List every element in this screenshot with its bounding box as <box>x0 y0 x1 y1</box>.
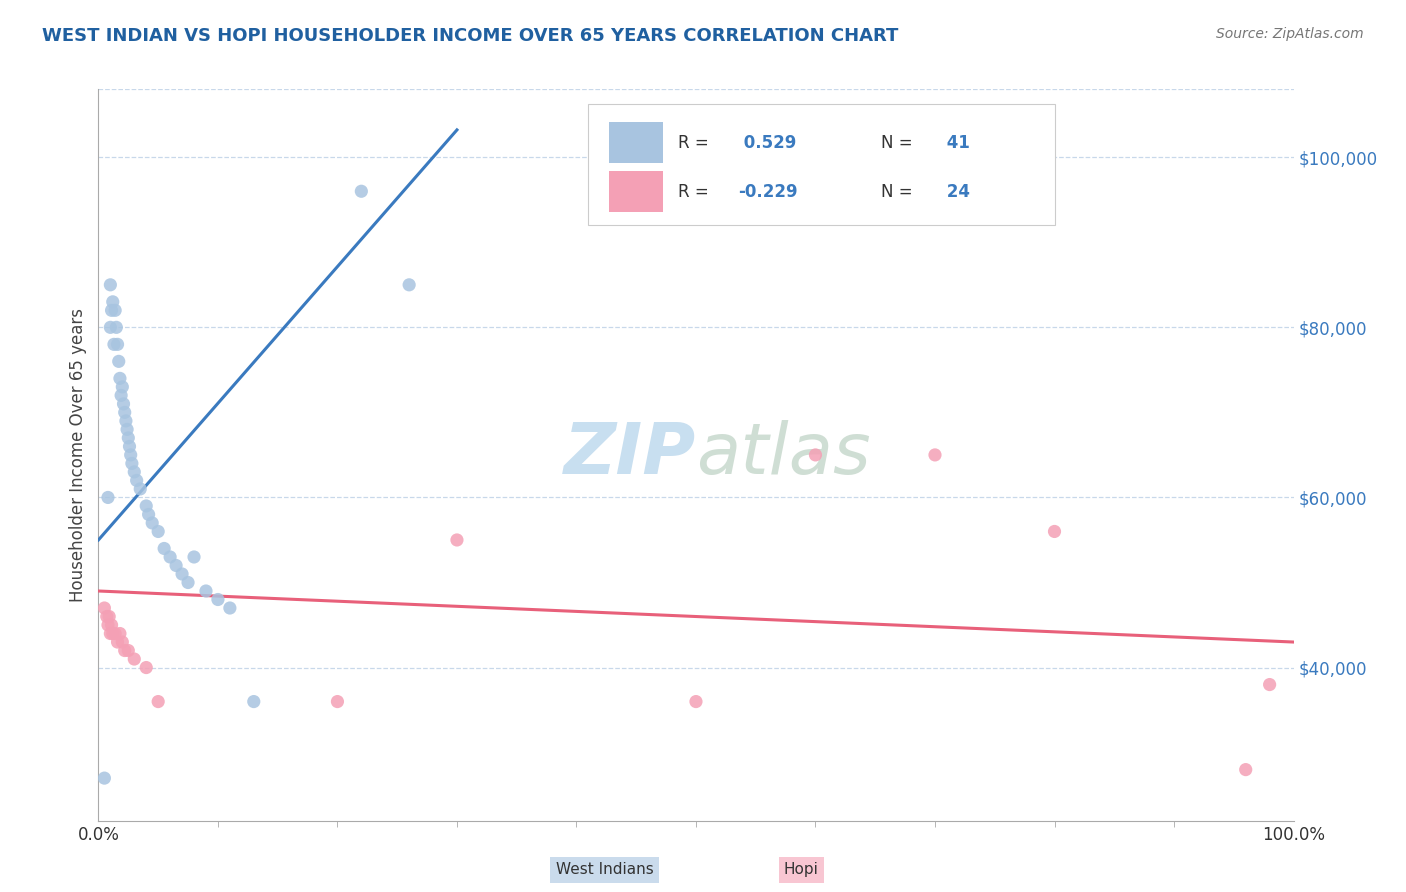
Point <box>446 533 468 547</box>
Point <box>924 448 946 462</box>
Point <box>1234 763 1257 777</box>
Point <box>96 609 118 624</box>
Point <box>108 626 131 640</box>
Point <box>114 643 136 657</box>
Point <box>112 397 135 411</box>
Point <box>685 695 707 709</box>
Point <box>98 609 121 624</box>
Point <box>129 482 152 496</box>
Text: 41: 41 <box>941 134 970 152</box>
Text: Hopi: Hopi <box>785 863 818 877</box>
Point <box>1258 677 1281 691</box>
Point <box>153 541 176 556</box>
Text: N =: N = <box>882 183 918 201</box>
Point <box>138 508 160 522</box>
Point <box>100 618 122 632</box>
Point <box>159 549 181 564</box>
Point <box>183 549 205 564</box>
Text: Source: ZipAtlas.com: Source: ZipAtlas.com <box>1216 27 1364 41</box>
Point <box>124 652 146 666</box>
Point <box>804 448 827 462</box>
Point <box>101 626 124 640</box>
Bar <box>609 122 662 162</box>
Point <box>243 695 266 709</box>
Point <box>107 354 129 368</box>
Point <box>93 601 115 615</box>
Point <box>114 405 136 419</box>
Bar <box>609 171 662 211</box>
Point <box>97 618 120 632</box>
Point <box>124 465 146 479</box>
Point <box>121 457 143 471</box>
Text: 0.529: 0.529 <box>738 134 796 152</box>
Point <box>326 695 349 709</box>
Point <box>195 584 218 599</box>
Text: -0.229: -0.229 <box>738 183 797 201</box>
Point <box>118 439 141 453</box>
Point <box>172 566 194 581</box>
Point <box>105 320 128 334</box>
Text: atlas: atlas <box>696 420 870 490</box>
Text: ZIP: ZIP <box>564 420 696 490</box>
Point <box>148 524 170 539</box>
Text: West Indians: West Indians <box>555 863 654 877</box>
FancyBboxPatch shape <box>589 103 1054 225</box>
Point <box>101 294 124 309</box>
Point <box>177 575 200 590</box>
Point <box>1043 524 1066 539</box>
Point <box>350 184 373 198</box>
Text: R =: R = <box>678 183 714 201</box>
Point <box>141 516 163 530</box>
Point <box>110 388 132 402</box>
Point <box>98 626 122 640</box>
Point <box>135 499 157 513</box>
Text: R =: R = <box>678 134 714 152</box>
Point <box>115 414 138 428</box>
Point <box>165 558 187 573</box>
Point <box>108 371 131 385</box>
Y-axis label: Householder Income Over 65 years: Householder Income Over 65 years <box>69 308 87 602</box>
Point <box>111 380 134 394</box>
Point <box>104 303 127 318</box>
Point <box>107 337 129 351</box>
Point <box>111 635 134 649</box>
Point <box>117 643 139 657</box>
Point <box>398 277 420 292</box>
Point <box>100 303 122 318</box>
Point <box>148 695 170 709</box>
Point <box>103 337 125 351</box>
Point <box>107 635 129 649</box>
Point <box>93 771 115 785</box>
Point <box>97 491 120 505</box>
Point <box>98 277 122 292</box>
Point <box>117 431 139 445</box>
Point <box>125 474 148 488</box>
Text: WEST INDIAN VS HOPI HOUSEHOLDER INCOME OVER 65 YEARS CORRELATION CHART: WEST INDIAN VS HOPI HOUSEHOLDER INCOME O… <box>42 27 898 45</box>
Text: N =: N = <box>882 134 918 152</box>
Point <box>135 660 157 674</box>
Point <box>104 626 127 640</box>
Point <box>98 320 122 334</box>
Point <box>219 601 242 615</box>
Point <box>115 422 138 436</box>
Point <box>207 592 229 607</box>
Text: 24: 24 <box>941 183 970 201</box>
Point <box>120 448 142 462</box>
